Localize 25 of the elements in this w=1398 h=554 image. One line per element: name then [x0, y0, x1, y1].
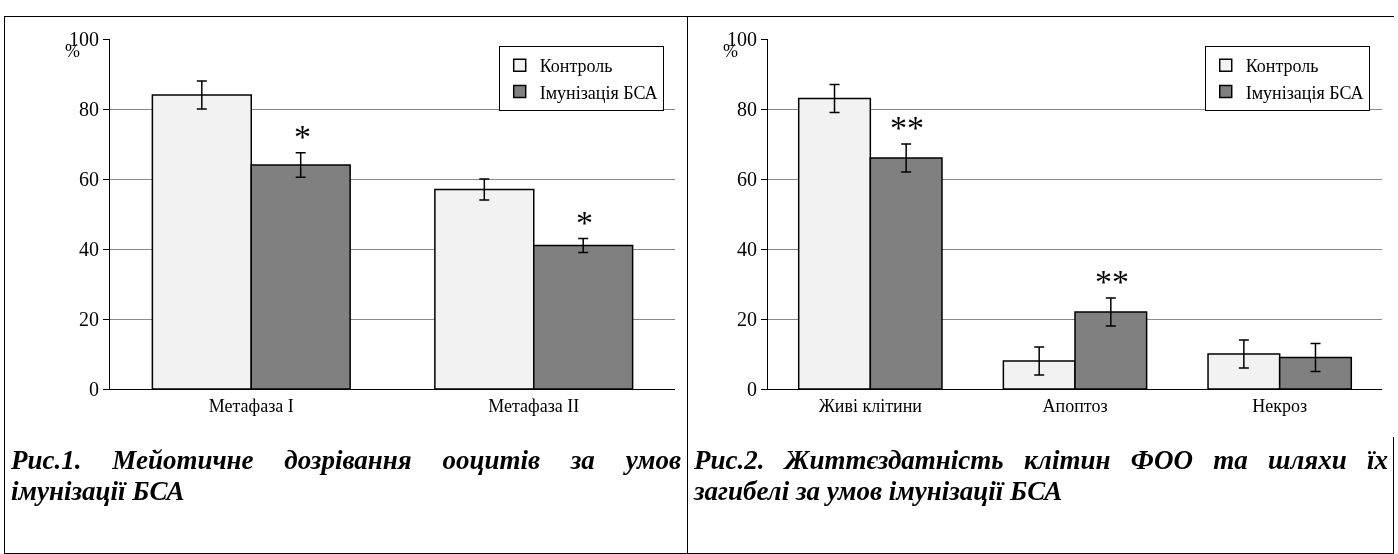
x-tick-label: Некроз	[1252, 395, 1308, 416]
y-tick-label: 0	[89, 378, 99, 400]
y-tick-label: 20	[79, 308, 99, 330]
text: Рис.1. Мейотичне дозрівання ооцитів за умов імунізації БСА	[11, 445, 681, 507]
x-tick-label: Метафаза I	[208, 395, 294, 416]
legend-label: Контроль	[539, 56, 613, 77]
annotation: *	[294, 118, 311, 155]
y-tick-label: 40	[737, 238, 757, 260]
text: Рис.2. Життєздатність клітин ФОО та шляхи їх загибелі за умов імунізації БСА	[694, 445, 1388, 507]
y-tick-label: 20	[737, 308, 757, 330]
y-tick-label: 0	[747, 378, 757, 400]
annotation: *	[576, 204, 593, 241]
y-tick-label: 40	[79, 238, 99, 260]
annotation: **	[890, 109, 924, 146]
y-tick-label: 80	[79, 98, 99, 120]
annotation: **	[1095, 263, 1129, 300]
x-tick-label: Живі клітини	[818, 395, 923, 416]
legend-label: Контроль	[1245, 56, 1319, 77]
y-tick-label: 60	[737, 168, 757, 190]
y-tick-label: 80	[737, 98, 757, 120]
legend-label: Імунізація БСА	[539, 82, 658, 103]
x-tick-label: Метафаза II	[488, 395, 580, 416]
x-tick-label: Апоптоз	[1042, 395, 1108, 416]
y-tick-label: 60	[79, 168, 99, 190]
legend-label: Імунізація БСА	[1245, 82, 1364, 103]
